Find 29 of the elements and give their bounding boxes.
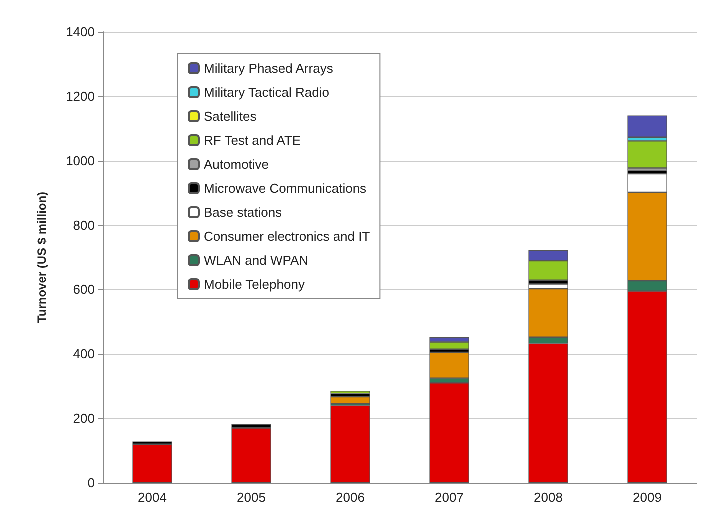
bar — [132, 444, 172, 483]
legend-label: Military Phased Arrays — [204, 61, 334, 76]
bar — [628, 116, 668, 138]
y-tick-label: 400 — [73, 346, 95, 362]
y-tick-label: 1200 — [66, 88, 95, 104]
legend-label: WLAN and WPAN — [204, 253, 309, 268]
y-axis-title: Turnover (US $ million) — [35, 192, 49, 324]
x-tick-label: 2009 — [633, 490, 662, 505]
x-tick-label: 2006 — [336, 490, 365, 505]
legend-label: Military Tactical Radio — [204, 85, 330, 100]
y-tick-label: 200 — [73, 411, 95, 426]
x-tick-label: 2007 — [435, 490, 464, 505]
legend-label: Automotive — [204, 157, 270, 172]
y-tick-label: 600 — [73, 282, 95, 298]
legend-label: Satellites — [204, 109, 258, 124]
legend-label: Base stations — [204, 205, 283, 220]
y-tick-label: 800 — [73, 218, 95, 233]
x-tick-label: 2008 — [534, 490, 563, 505]
y-tick-label: 0 — [88, 476, 95, 490]
bar — [628, 141, 668, 168]
x-tick-label: 2004 — [138, 490, 167, 505]
bar — [232, 428, 272, 483]
legend-label: RF Test and ATE — [204, 133, 302, 148]
x-tick-label: 2005 — [237, 490, 266, 505]
y-tick-label: 1000 — [66, 153, 95, 168]
legend-label: Mobile Telephony — [204, 277, 306, 292]
legend-label: Consumer electronics and IT — [204, 229, 370, 244]
legend-label: Microwave Communications — [204, 181, 368, 196]
y-tick-label: 1400 — [66, 24, 95, 40]
